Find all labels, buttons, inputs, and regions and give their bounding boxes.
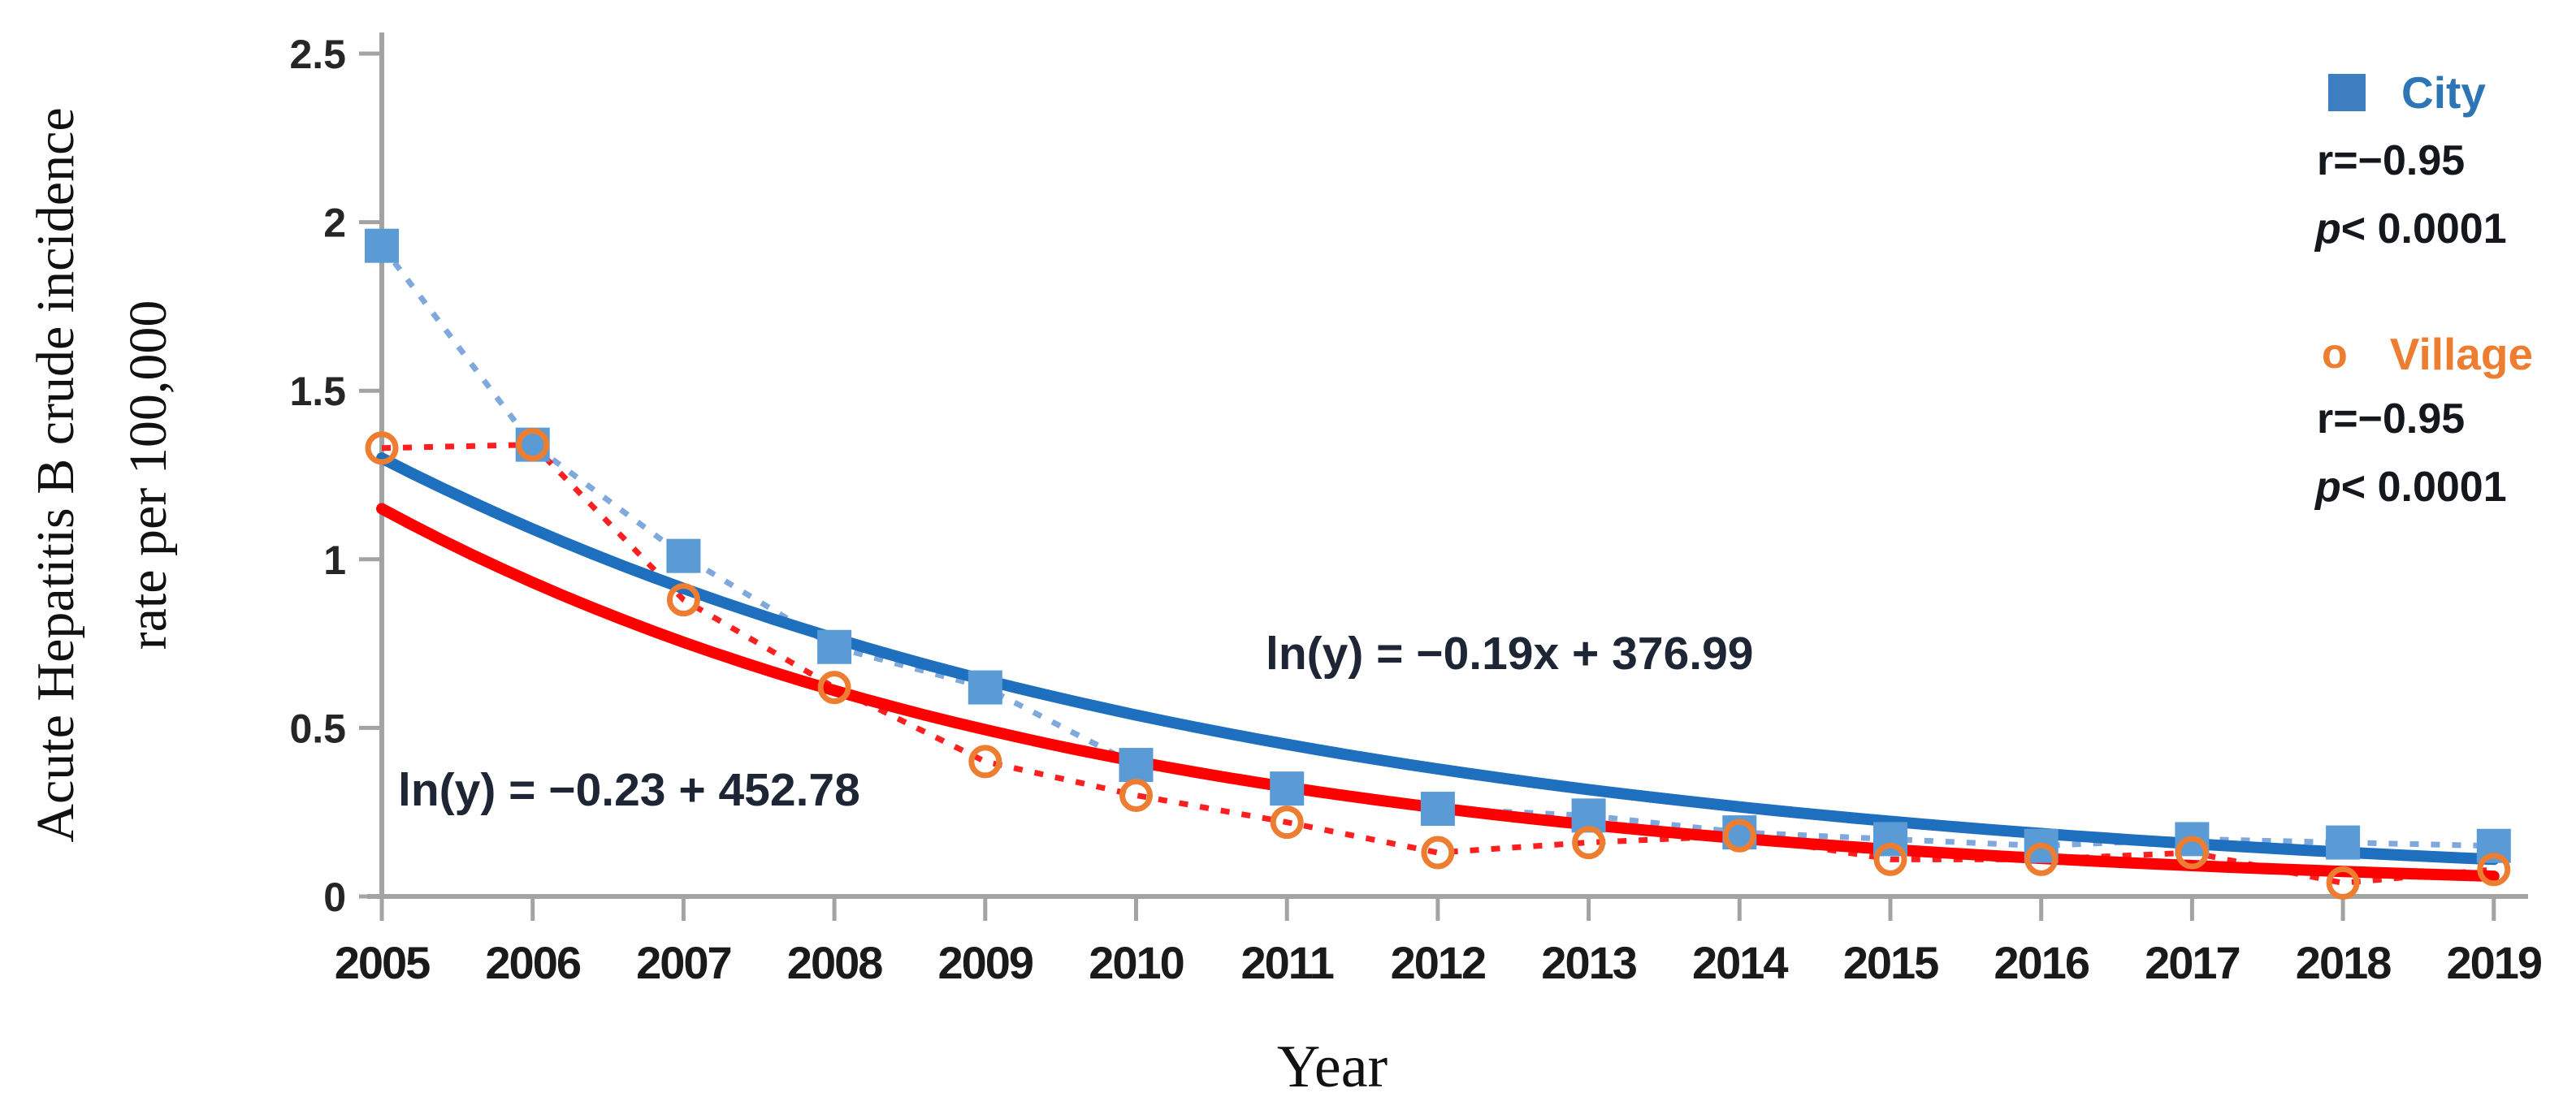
x-tick-label: 2015 (1843, 937, 1938, 988)
y-axis-title-line1: Acute Hepatitis B crude incidence (26, 107, 85, 843)
y-tick-label: 0 (323, 875, 346, 920)
village-marker (666, 583, 700, 617)
x-tick-label: 2013 (1541, 937, 1636, 988)
x-tick-label: 2009 (938, 937, 1033, 988)
village-marker (1421, 836, 1455, 870)
village-marker (1270, 806, 1304, 840)
x-tick-label: 2017 (2145, 937, 2240, 988)
x-tick-label: 2006 (485, 937, 580, 988)
y-tick-label: 1.5 (289, 369, 346, 414)
x-tick-label: 2010 (1089, 937, 1184, 988)
village-marker (2326, 866, 2360, 900)
legend-entry-city: City (2328, 67, 2486, 119)
x-axis-title: Year (1276, 1034, 1388, 1100)
x-tick-label: 2019 (2447, 937, 2542, 988)
village-marker (2477, 853, 2511, 887)
city-marker (1119, 748, 1154, 783)
city-p-threshold: < 0.0001 (2340, 205, 2507, 253)
y-tick-label: 0.5 (289, 706, 346, 751)
village-marker (365, 431, 399, 465)
x-tick-label: 2016 (1994, 937, 2089, 988)
y-axis-title-line2: rate per 100,000 (119, 300, 178, 650)
city-marker (365, 228, 399, 263)
village-marker (1873, 842, 1907, 876)
x-tick-label: 2005 (335, 937, 430, 988)
village-trend-equation: ln(y) = −0.23 + 452.78 (398, 764, 860, 816)
x-tick-label: 2008 (787, 937, 882, 988)
x-tick-label: 2012 (1391, 937, 1486, 988)
city-marker (666, 538, 701, 573)
x-tick-label: 2014 (1692, 937, 1788, 988)
village-marker (516, 428, 550, 462)
city-marker (1420, 792, 1455, 827)
village-p-threshold: < 0.0001 (2340, 464, 2507, 511)
x-tick-label: 2018 (2296, 937, 2391, 988)
village-marker (817, 671, 851, 705)
village-r-value: r=−0.95 (2317, 395, 2466, 443)
city-marker (1270, 771, 1305, 806)
city-p-value: p< 0.0001 (2315, 205, 2507, 253)
y-tick-label: 1 (323, 538, 346, 583)
village-marker (1722, 818, 1756, 853)
y-axis-title: Acute Hepatitis B crude incidence rate p… (10, 8, 197, 942)
y-tick-label: 2.5 (289, 32, 346, 77)
city-marker (2326, 825, 2361, 860)
x-tick-label: 2011 (1240, 937, 1333, 988)
village-marker (968, 745, 1002, 779)
p-symbol: p (2315, 205, 2341, 253)
village-p-value: p< 0.0001 (2315, 463, 2507, 512)
city-marker (968, 670, 1002, 705)
village-marker (1119, 778, 1153, 812)
village-series-line (381, 442, 2495, 886)
city-legend-label: City (2401, 67, 2486, 118)
city-exponential-trend-line (376, 452, 2500, 866)
village-marker (2024, 842, 2059, 876)
legend-entry-village: o Village (2322, 328, 2533, 380)
village-marker (2175, 836, 2209, 870)
p-symbol: p (2315, 464, 2341, 511)
x-tick-label: 2007 (636, 937, 731, 988)
city-r-value: r=−0.95 (2317, 137, 2466, 184)
village-legend-label: Village (2389, 329, 2534, 379)
city-marker (817, 629, 852, 664)
city-trend-equation: ln(y) = −0.19x + 376.99 (1266, 628, 1754, 680)
village-circle-marker-icon: o (2322, 330, 2348, 378)
y-tick-label: 2 (323, 201, 346, 246)
village-marker (1572, 826, 1606, 860)
city-square-marker-icon (2328, 74, 2366, 111)
